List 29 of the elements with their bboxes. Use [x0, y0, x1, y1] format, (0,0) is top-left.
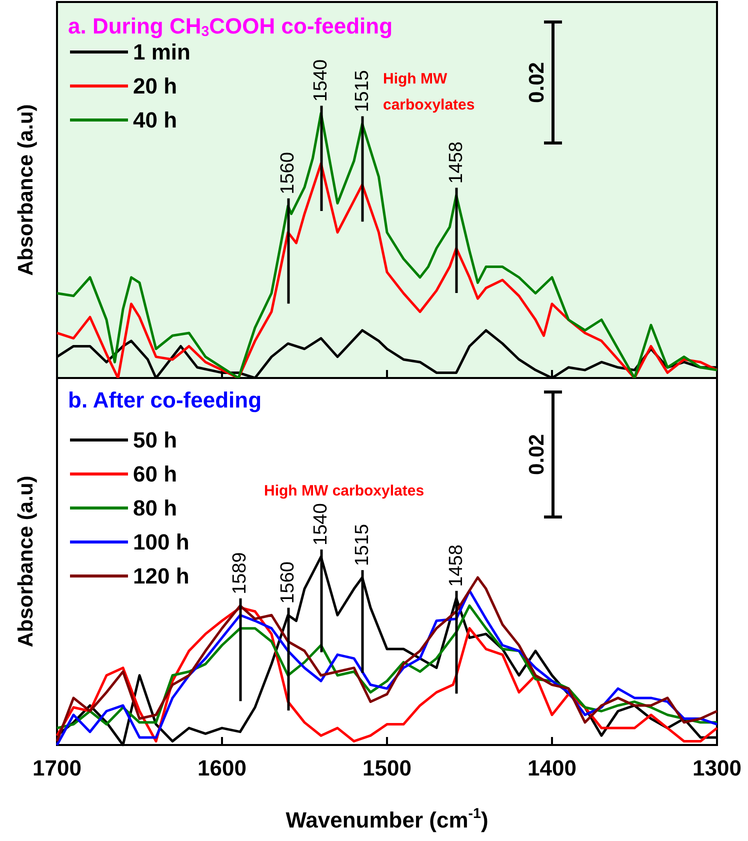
annotation: 1560 [278, 562, 298, 604]
annotation: 1589 [230, 552, 251, 594]
legend-label: 60 h [133, 462, 178, 486]
chart-title: b. After co-feeding [68, 388, 262, 412]
y-axis-title: Absorbance (a.u) [14, 476, 38, 648]
legend-label: 120 h [133, 564, 190, 588]
y-axis-title: Absorbance (a.u) [14, 104, 38, 276]
x-tick-label: 1700 [32, 756, 82, 780]
legend-label: 80 h [133, 496, 178, 520]
legend-label: 1 min [133, 40, 190, 64]
annotation: 1540 [310, 59, 332, 102]
annotation: 1458 [446, 141, 467, 184]
text: 0.02 [526, 62, 548, 103]
x-tick-label: 1400 [528, 756, 576, 780]
legend-label: 50 h [133, 428, 178, 452]
legend-label: 20 h [133, 74, 178, 98]
annotation: 1515 [352, 524, 373, 566]
legend-label: 40 h [133, 108, 178, 132]
x-tick-label: 1600 [198, 756, 246, 780]
legend-label: 100 h [133, 530, 190, 554]
annotation: 1560 [278, 152, 298, 194]
annotation: 1540 [310, 503, 332, 546]
x-tick-label: 1500 [362, 756, 412, 780]
text: 0.02 [526, 434, 548, 475]
x-tick-label: 1300 [692, 756, 742, 780]
text: High MW carboxylates [264, 482, 424, 500]
annotation: 1458 [446, 544, 467, 587]
annotation: 1515 [352, 70, 373, 112]
annotation: High MW carboxylates [383, 70, 475, 114]
